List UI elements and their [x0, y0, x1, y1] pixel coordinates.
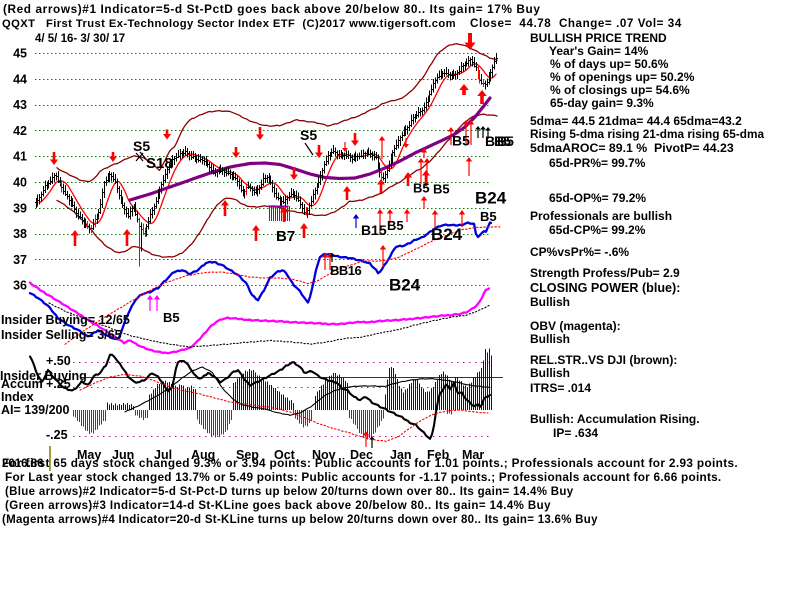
svg-text:BB16: BB16: [330, 263, 362, 278]
svg-text:+.25: +.25: [46, 377, 71, 391]
svg-text:Insider Buying: Insider Buying: [0, 369, 87, 383]
svg-text:(Green arrows)#3 Indicator=14-: (Green arrows)#3 Indicator=14-d St-KLine…: [5, 500, 551, 512]
svg-text:Insider Buying= 12/65: Insider Buying= 12/65: [1, 313, 130, 327]
svg-text:(Red arrows)#1 Indicator=5-d S: (Red arrows)#1 Indicator=5-d St-PctD goe…: [3, 2, 541, 16]
svg-text:Sep: Sep: [236, 448, 259, 462]
svg-text:AI= 139/200: AI= 139/200: [1, 403, 70, 417]
svg-text:B5: B5: [413, 181, 430, 196]
svg-text:% of openings up= 50.2%: % of openings up= 50.2%: [550, 70, 695, 84]
svg-text:Jun: Jun: [112, 448, 134, 462]
svg-text:S5: S5: [300, 127, 317, 143]
svg-text:QQXT First Trust Ex-Technolo: QQXT First Trust Ex-Technology Sector In…: [2, 18, 456, 30]
svg-text:36: 36: [13, 279, 27, 293]
svg-text:Bullish: Accumulation Rising.: Bullish: Accumulation Rising.: [530, 412, 700, 426]
svg-text:Bullish: Bullish: [530, 366, 570, 380]
svg-text:Accum: Accum: [1, 377, 43, 391]
svg-text:BB5: BB5: [485, 133, 511, 149]
svg-text:ITRS= .014: ITRS= .014: [530, 381, 591, 395]
svg-text:For Last year stock changed 1: For Last year stock changed 13.7% or 5.4…: [5, 470, 721, 484]
svg-text:B5: B5: [480, 209, 497, 224]
svg-text:+.50: +.50: [46, 354, 71, 368]
svg-text:CLOSING POWER (blue):: CLOSING POWER (blue):: [530, 281, 680, 295]
svg-text:42: 42: [13, 124, 27, 138]
svg-text:% of closings up= 54.6%: % of closings up= 54.6%: [550, 83, 690, 97]
svg-text:OBV (magenta):: OBV (magenta):: [530, 319, 621, 333]
svg-text:B15: B15: [361, 222, 387, 238]
svg-text:REL.STR..VS DJI (brown):: REL.STR..VS DJI (brown):: [530, 353, 677, 367]
svg-text:65-day gain= 9.3%: 65-day gain= 9.3%: [550, 96, 654, 110]
svg-text:44: 44: [13, 72, 27, 86]
svg-text:Close= 44.78 Change= .07 Vol: Close= 44.78 Change= .07 Vol= 34: [470, 17, 682, 30]
svg-text:S5: S5: [133, 138, 150, 154]
svg-text:IP= .634: IP= .634: [553, 426, 598, 440]
svg-text:B5: B5: [387, 218, 404, 233]
svg-text:% of days up= 50.6%: % of days up= 50.6%: [550, 57, 669, 71]
svg-text:B5: B5: [163, 310, 180, 325]
svg-text:(Blue arrows)#2 Indicator=5-d: (Blue arrows)#2 Indicator=5-d St-Pct-D t…: [5, 486, 574, 498]
svg-text:Index: Index: [1, 390, 34, 404]
svg-text:B5: B5: [452, 133, 470, 149]
svg-text:B5: B5: [433, 182, 450, 197]
svg-text:65d-OP%= 79.2%: 65d-OP%= 79.2%: [549, 191, 646, 205]
svg-text:2016.86: 2016.86: [2, 458, 44, 470]
svg-text:-.25: -.25: [46, 428, 68, 442]
svg-text:Dec: Dec: [350, 448, 373, 462]
svg-text:BULLISH PRICE TREND: BULLISH PRICE TREND: [530, 31, 667, 45]
svg-text:Mar: Mar: [462, 448, 484, 462]
svg-text:May: May: [77, 448, 101, 462]
svg-text:Rising 5-dma rising 21-dma r: Rising 5-dma rising 21-dma rising 65-dma: [530, 127, 764, 141]
svg-text:41: 41: [13, 150, 27, 164]
svg-text:45: 45: [13, 47, 27, 61]
svg-text:B24: B24: [475, 189, 507, 208]
svg-text:Jul: Jul: [154, 448, 172, 462]
svg-text:Professionals are bullish: Professionals are bullish: [530, 209, 672, 223]
svg-text:Oct: Oct: [274, 448, 296, 462]
svg-text:Aug: Aug: [191, 448, 215, 462]
svg-text:Jan: Jan: [390, 448, 412, 462]
svg-text:B24: B24: [389, 276, 421, 295]
svg-text:Strength Profess/Pub= 2.9: Strength Profess/Pub= 2.9: [530, 266, 680, 280]
svg-text:5dma= 44.5 21dma= 44.4 65dma=4: 5dma= 44.5 21dma= 44.4 65dma=43.2: [530, 114, 742, 128]
svg-text:39: 39: [13, 201, 27, 215]
svg-text:65d-PR%= 99.7%: 65d-PR%= 99.7%: [549, 156, 646, 170]
svg-text:38: 38: [13, 227, 27, 241]
svg-text:5dmaAROC= 89.1 % PivotP= 44.2: 5dmaAROC= 89.1 % PivotP= 44.23: [530, 141, 734, 155]
svg-text:4/ 5/ 16- 3/ 30/ 17: 4/ 5/ 16- 3/ 30/ 17: [35, 33, 125, 45]
svg-text:For first 65 days stock change: For first 65 days stock changed 9.3% or …: [2, 456, 738, 470]
svg-text:37: 37: [13, 253, 27, 267]
svg-text:Bullish: Bullish: [530, 332, 570, 346]
svg-text:65d-CP%= 99.2%: 65d-CP%= 99.2%: [549, 223, 646, 237]
svg-text:Feb: Feb: [427, 448, 450, 462]
svg-text:S18: S18: [146, 155, 173, 172]
svg-text:(Magenta arrows)#4 Indicator=2: (Magenta arrows)#4 Indicator=20-d St-KLi…: [2, 514, 598, 526]
svg-text:43: 43: [13, 98, 27, 112]
svg-text:CP%vsPr%= -.6%: CP%vsPr%= -.6%: [530, 245, 629, 259]
svg-text:B24: B24: [431, 225, 463, 244]
svg-text:Year's Gain= 14%: Year's Gain= 14%: [549, 44, 649, 58]
svg-text:B7: B7: [276, 228, 295, 245]
svg-text:B5: B5: [497, 133, 514, 149]
svg-text:Bullish: Bullish: [530, 295, 570, 309]
svg-text:Insider Selling= 3/65: Insider Selling= 3/65: [1, 328, 122, 342]
svg-text:40: 40: [13, 176, 27, 190]
svg-text:Nov: Nov: [312, 448, 336, 462]
